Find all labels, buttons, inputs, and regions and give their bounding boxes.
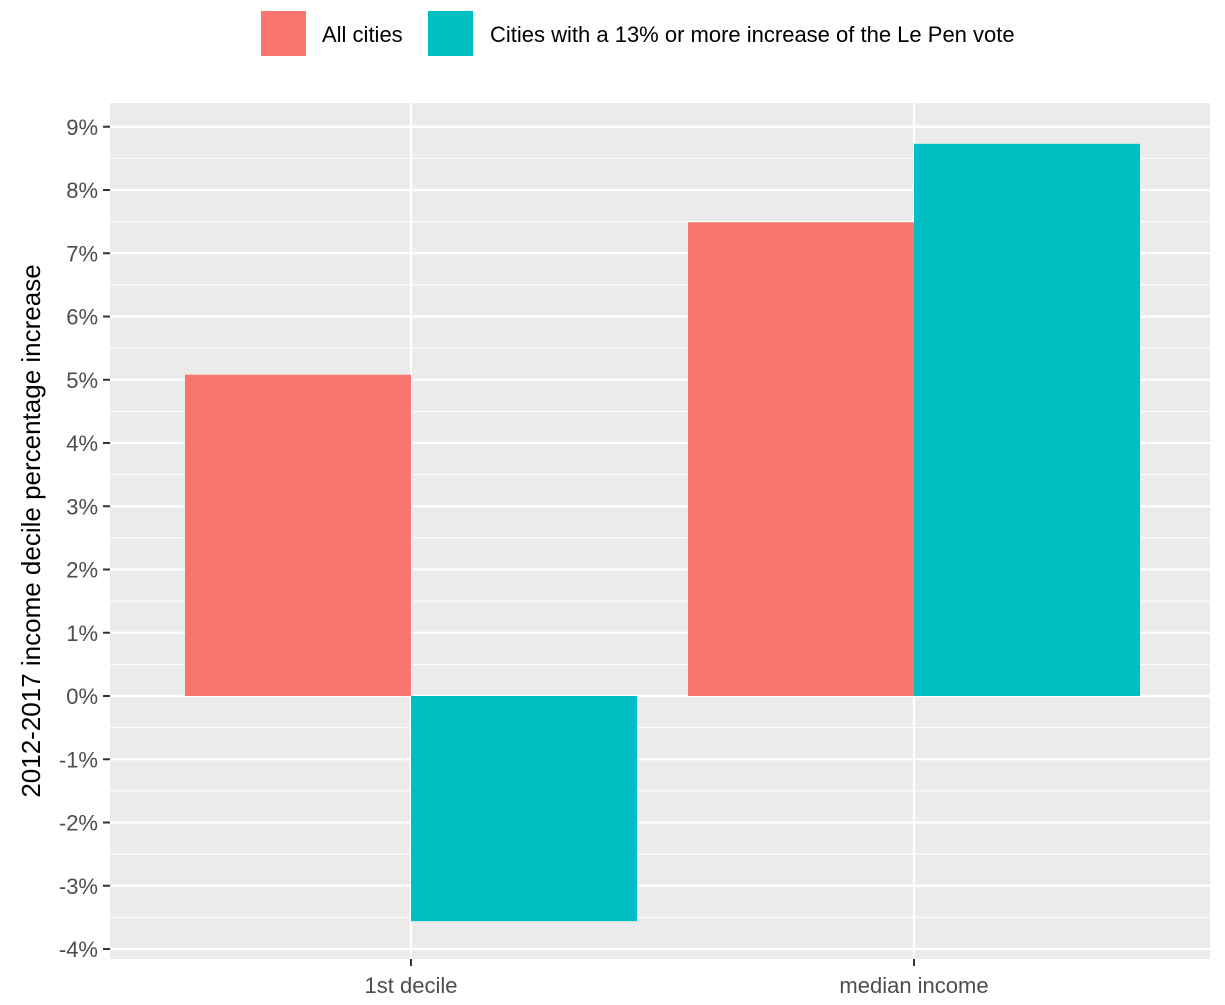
y-tick-label: -1% [59,747,98,772]
legend: All cities Cities with a 13% or more inc… [261,11,1015,56]
legend-label-le-pen-cities: Cities with a 13% or more increase of th… [490,22,1015,47]
bar-le-pen-cities-0 [411,696,637,922]
y-tick-label: -2% [59,811,98,836]
y-tick-label: 6% [66,305,98,330]
y-axis-title: 2012-2017 income decile percentage incre… [16,264,46,797]
bar-all-cities-1 [688,222,914,696]
y-tick-label: 4% [66,431,98,456]
y-tick-label: 5% [66,368,98,393]
bars [185,143,1140,922]
y-axis: -4% -3% -2% -1% 0% 1% 2% 3% 4% 5% 6% 7% 8% 9% [59,115,110,962]
legend-label-all-cities: All cities [322,22,403,47]
x-tick-label: median income [839,973,988,998]
y-tick-label: 3% [66,494,98,519]
legend-key-all-cities [261,11,306,56]
y-tick-label: -3% [59,874,98,899]
y-tick-label: -4% [59,937,98,962]
y-tick-label: 0% [66,684,98,709]
y-tick-label: 8% [66,178,98,203]
x-axis: 1st decile median income [365,959,989,998]
y-tick-label: 1% [66,621,98,646]
y-tick-label: 2% [66,558,98,583]
bar-le-pen-cities-1 [914,143,1140,696]
x-tick-label: 1st decile [365,973,458,998]
y-tick-label: 7% [66,241,98,266]
y-tick-label: 9% [66,115,98,140]
bar-all-cities-0 [185,374,411,696]
legend-key-le-pen-cities [428,11,473,56]
